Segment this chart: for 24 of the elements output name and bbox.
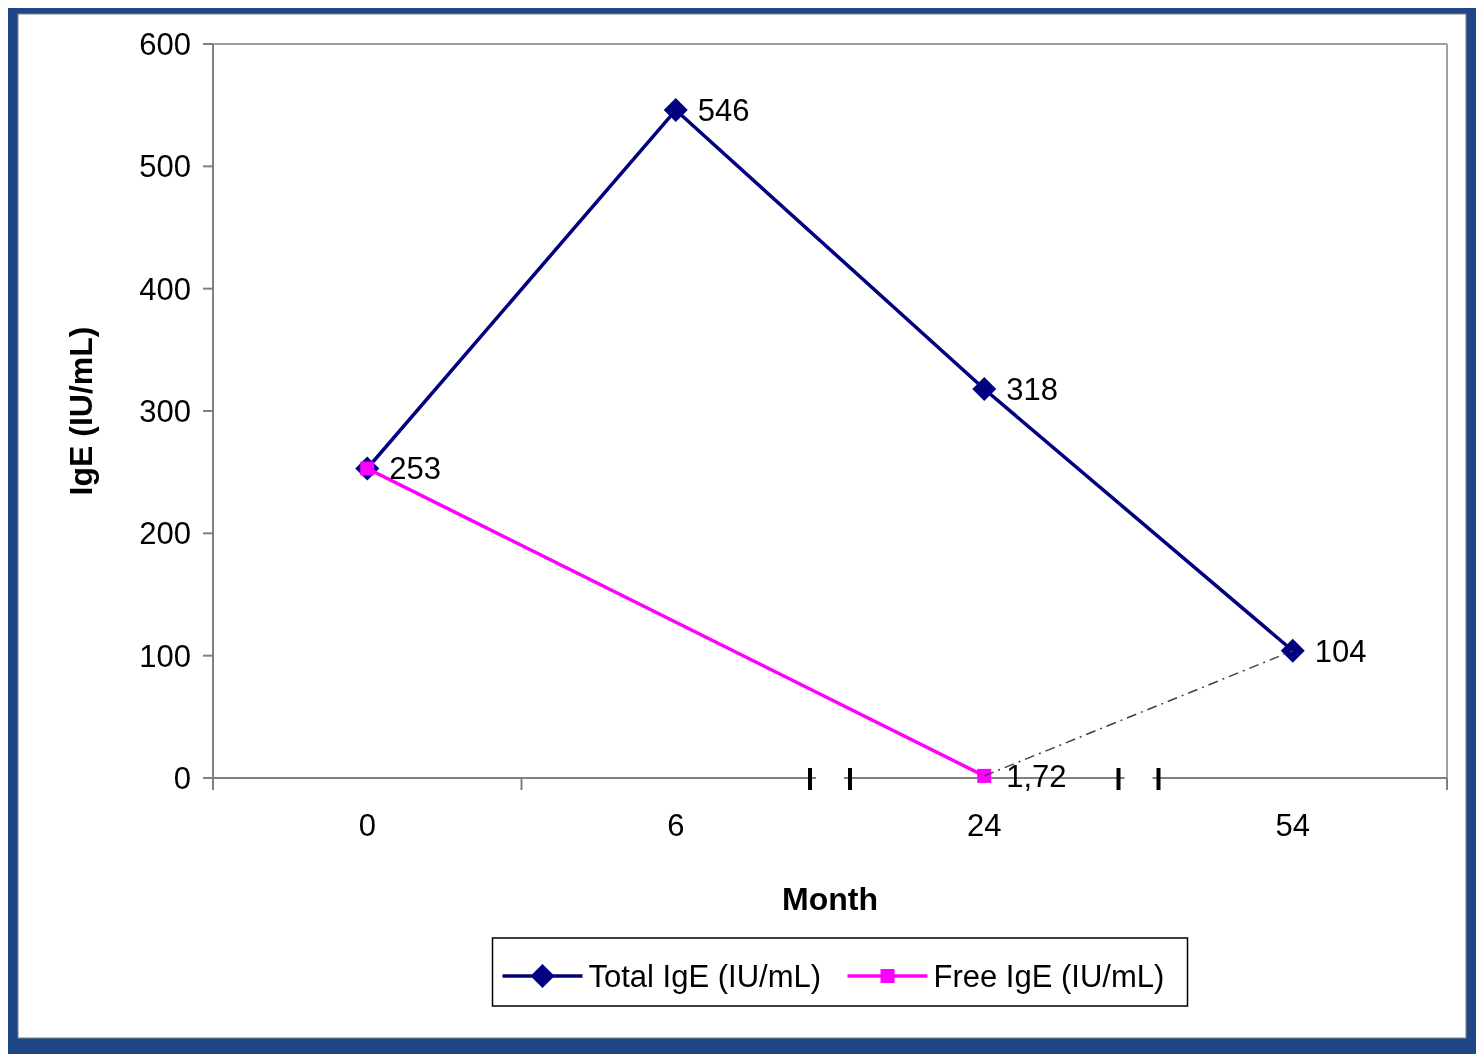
data-label: 318 xyxy=(1006,371,1058,407)
y-tick-label: 300 xyxy=(139,394,191,429)
y-tick-label: 200 xyxy=(139,516,191,552)
point xyxy=(1280,638,1305,663)
data-label: 104 xyxy=(1314,633,1367,669)
data-label: 253 xyxy=(389,451,441,487)
legend-label: Free IgE (IU/mL) xyxy=(933,959,1165,994)
y-tick-label: 500 xyxy=(139,149,191,185)
y-axis-title: IgE (IU/mL) xyxy=(63,326,99,496)
x-tick-label: 6 xyxy=(667,808,685,843)
point xyxy=(972,376,997,401)
point xyxy=(977,768,992,783)
y-tick-label: 0 xyxy=(173,761,191,796)
x-tick-label: 0 xyxy=(358,808,376,843)
x-axis-title: Month xyxy=(782,881,878,917)
y-tick-label: 600 xyxy=(139,27,191,62)
data-label: 546 xyxy=(697,93,750,129)
x-tick-label: 54 xyxy=(1275,808,1310,843)
x-tick-label: 24 xyxy=(967,808,1002,843)
y-tick-label: 100 xyxy=(139,638,191,674)
point xyxy=(663,98,688,123)
data-label: 1,72 xyxy=(1006,758,1067,794)
legend-label: Total IgE (IU/mL) xyxy=(588,959,822,994)
y-tick-label: 400 xyxy=(139,271,191,307)
